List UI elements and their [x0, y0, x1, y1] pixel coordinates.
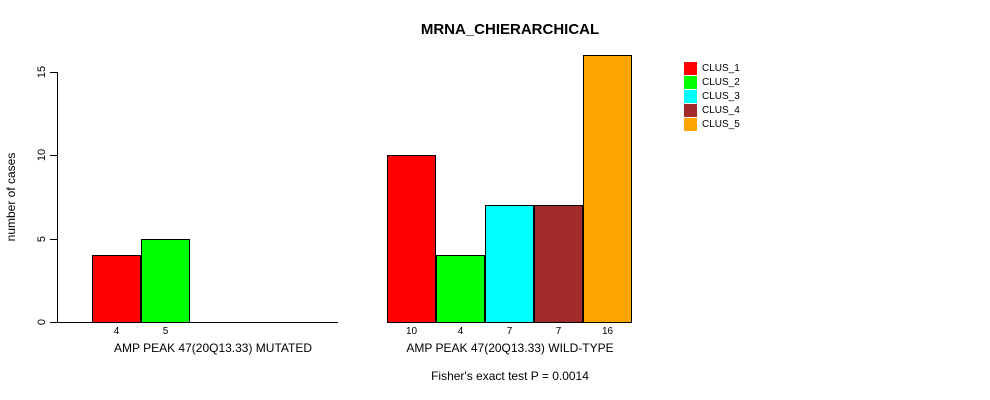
bar-clus-2: [436, 255, 485, 323]
y-tick-label: 15: [36, 65, 48, 79]
bar-value-label: 7: [506, 326, 513, 337]
legend-swatch-clus-4: [684, 103, 697, 117]
legend-item-clus-1: CLUS_1: [684, 61, 740, 75]
bar-clus-1: [387, 155, 436, 323]
bar-value-label: 4: [457, 326, 464, 337]
bar-value-label: 16: [601, 326, 614, 337]
legend-label: CLUS_5: [702, 118, 740, 130]
legend-label: CLUS_4: [702, 104, 740, 116]
bar-clus-3: [485, 205, 534, 323]
legend-swatch-clus-5: [684, 117, 697, 131]
y-tick-label: 0: [36, 318, 48, 326]
legend-item-clus-2: CLUS_2: [684, 75, 740, 89]
legend-item-clus-3: CLUS_3: [684, 89, 740, 103]
y-tick-label: 5: [36, 235, 48, 243]
legend-swatch-clus-2: [684, 75, 697, 89]
y-axis-line: [57, 72, 58, 323]
caption-fisher-test: Fisher's exact test P = 0.0014: [431, 369, 589, 383]
legend-swatch-clus-3: [684, 89, 697, 103]
y-axis-tick: [50, 155, 57, 156]
bar-value-label: 5: [162, 326, 169, 337]
bar-clus-2: [141, 239, 190, 323]
bar-value-label: 4: [113, 326, 120, 337]
y-tick-label: 10: [36, 148, 48, 162]
chart-title: MRNA_CHIERARCHICAL: [420, 21, 600, 38]
bar-clus-5: [583, 55, 632, 323]
bar-value-label: 7: [555, 326, 562, 337]
x-axis-line: [57, 322, 338, 323]
legend-item-clus-5: CLUS_5: [684, 117, 740, 131]
legend-label: CLUS_2: [702, 76, 740, 88]
legend-item-clus-4: CLUS_4: [684, 103, 740, 117]
legend-label: CLUS_1: [702, 62, 740, 74]
bar-value-label: 10: [405, 326, 418, 337]
y-axis-tick: [50, 322, 57, 323]
x-axis-group-label: AMP PEAK 47(20Q13.33) WILD-TYPE: [406, 341, 614, 355]
bar-clus-1: [92, 255, 141, 323]
legend: CLUS_1 CLUS_2 CLUS_3 CLUS_4 CLUS_5: [684, 61, 740, 131]
bar-clus-4: [534, 205, 583, 323]
legend-swatch-clus-1: [684, 61, 697, 75]
y-axis-tick: [50, 239, 57, 240]
legend-label: CLUS_3: [702, 90, 740, 102]
y-axis-tick: [50, 72, 57, 73]
x-axis-group-label: AMP PEAK 47(20Q13.33) MUTATED: [113, 341, 313, 355]
